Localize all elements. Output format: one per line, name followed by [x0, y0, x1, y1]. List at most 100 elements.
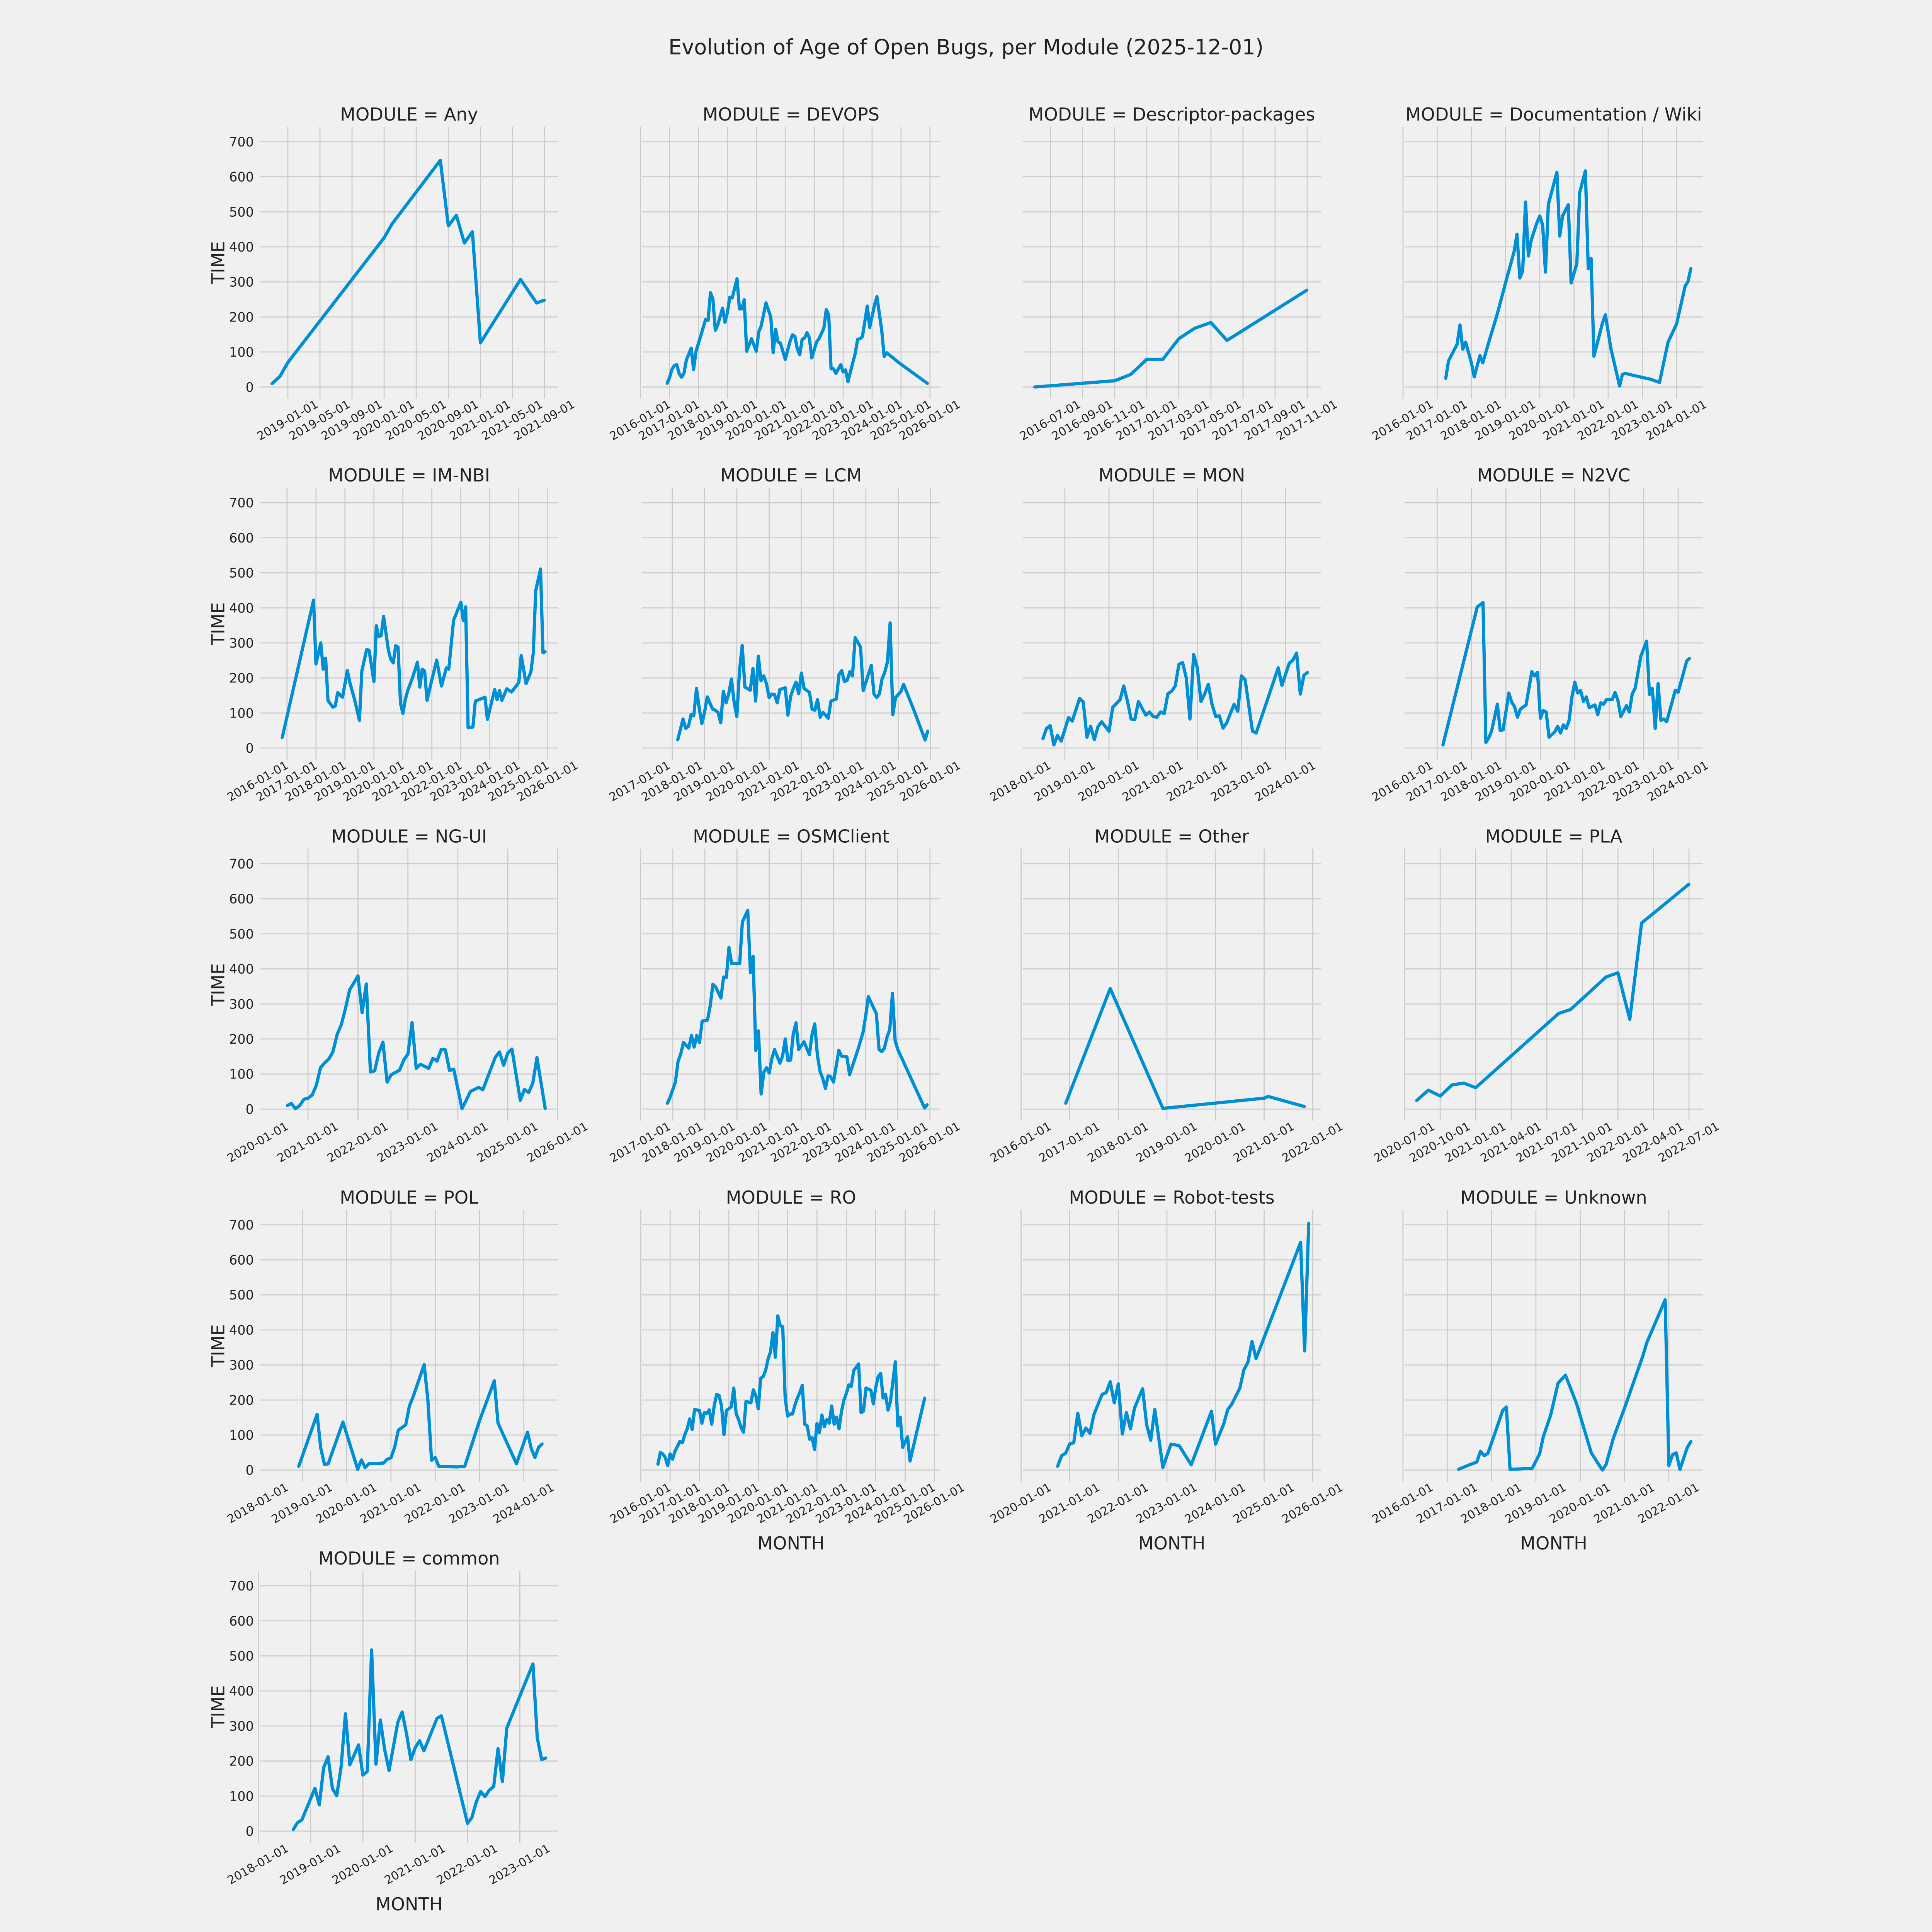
data-point — [1122, 684, 1125, 687]
data-point — [1675, 322, 1678, 325]
data-point — [762, 1071, 765, 1074]
data-point — [335, 1794, 338, 1797]
data-point — [768, 1071, 771, 1075]
data-point — [1558, 235, 1561, 238]
data-point — [270, 382, 273, 385]
data-point — [1564, 1374, 1567, 1377]
subplot-pla: 2020-07-012020-10-012021-01-012021-04-01… — [1372, 826, 1722, 1165]
data-point — [1163, 712, 1166, 715]
data-point — [869, 1389, 872, 1392]
data-point — [735, 1412, 738, 1415]
data-point — [1107, 730, 1111, 733]
data-point — [778, 1061, 781, 1065]
data-point — [719, 997, 723, 1000]
data-point — [821, 1077, 824, 1080]
data-point — [397, 1429, 400, 1432]
data-point — [430, 678, 434, 681]
data-point — [481, 1088, 485, 1091]
y-tick-label: 400 — [229, 240, 254, 255]
data-point — [405, 1732, 408, 1735]
data-point — [875, 1012, 878, 1015]
data-point — [792, 687, 795, 690]
data-point — [827, 313, 830, 316]
series-line — [270, 158, 545, 385]
data-point — [1093, 738, 1096, 741]
data-point — [1306, 671, 1309, 674]
data-point — [1474, 1086, 1477, 1089]
series-line — [297, 1363, 544, 1471]
data-point — [1451, 1083, 1454, 1087]
data-point — [466, 726, 469, 729]
data-point — [1295, 651, 1298, 655]
data-point — [536, 1736, 539, 1740]
y-tick-label: 100 — [229, 706, 254, 721]
data-point — [488, 1789, 491, 1792]
data-point — [666, 1464, 669, 1467]
data-point — [1573, 680, 1577, 684]
data-point — [762, 674, 765, 677]
y-tick-label: 700 — [229, 1578, 254, 1594]
data-point — [1685, 659, 1688, 662]
data-point — [819, 716, 822, 719]
data-point — [845, 1055, 849, 1058]
data-point — [445, 666, 448, 669]
data-point — [1177, 663, 1180, 666]
data-point — [1159, 711, 1162, 714]
y-axis-label: TIME — [207, 963, 228, 1007]
data-point — [1538, 214, 1541, 218]
data-point — [745, 1400, 748, 1403]
data-point — [1504, 281, 1507, 284]
data-point — [425, 699, 429, 702]
data-point — [1084, 1427, 1087, 1430]
data-point — [1553, 730, 1556, 733]
data-point — [1539, 717, 1542, 720]
data-point — [495, 698, 498, 701]
data-point — [543, 299, 546, 302]
y-tick-label: 300 — [229, 1719, 254, 1734]
data-point — [1165, 1454, 1168, 1457]
data-point — [386, 1080, 389, 1083]
data-point — [749, 1401, 752, 1404]
data-point — [801, 1384, 804, 1387]
data-point — [1584, 169, 1587, 172]
data-point — [725, 1409, 728, 1412]
data-point — [494, 1056, 497, 1059]
data-point — [714, 709, 717, 712]
data-point — [1439, 1095, 1442, 1098]
data-point — [1041, 737, 1044, 740]
data-point — [699, 334, 702, 337]
data-point — [1045, 727, 1048, 730]
data-point — [298, 1104, 301, 1107]
data-point — [850, 1385, 853, 1388]
data-point — [677, 1060, 680, 1063]
subplot-title: MODULE = OSMClient — [693, 826, 889, 847]
data-point — [379, 1718, 382, 1721]
data-point — [687, 1046, 690, 1049]
data-point — [825, 1418, 828, 1421]
data-point — [1662, 718, 1665, 721]
data-point — [815, 1422, 818, 1425]
data-point — [697, 706, 701, 709]
data-point — [361, 1774, 364, 1777]
data-point — [1507, 692, 1510, 695]
data-point — [687, 725, 690, 728]
data-point — [524, 682, 527, 685]
data-point — [870, 664, 873, 667]
data-point — [1530, 239, 1533, 242]
series-line — [1041, 651, 1309, 747]
data-point — [531, 1662, 534, 1665]
data-point — [701, 1020, 704, 1023]
y-tick-label: 0 — [246, 380, 254, 395]
data-point — [740, 1426, 743, 1429]
data-point — [381, 1041, 384, 1044]
data-point — [759, 1377, 762, 1380]
data-point — [683, 1433, 686, 1436]
data-point — [1588, 706, 1591, 709]
y-tick-label: 700 — [229, 134, 254, 150]
data-point — [1510, 701, 1513, 704]
data-point — [875, 696, 878, 699]
data-point — [760, 1092, 763, 1095]
data-point — [353, 698, 356, 701]
data-point — [668, 376, 671, 379]
data-point — [875, 295, 878, 298]
